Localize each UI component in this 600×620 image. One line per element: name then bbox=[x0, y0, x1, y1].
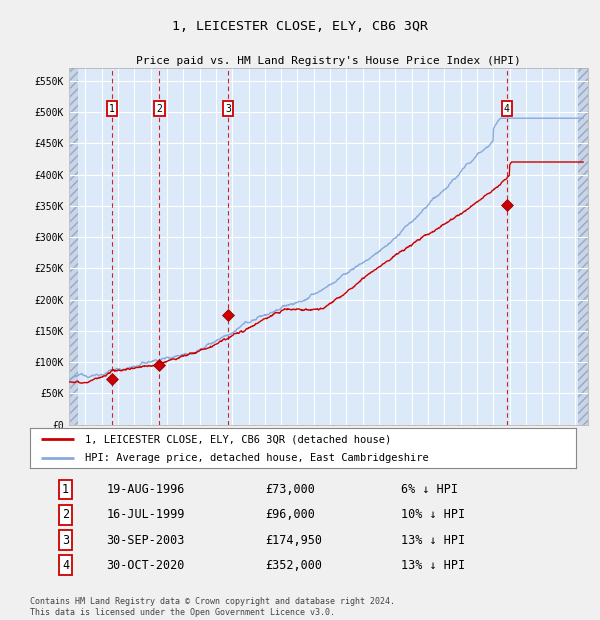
Text: 30-OCT-2020: 30-OCT-2020 bbox=[106, 559, 185, 572]
Text: 3: 3 bbox=[225, 104, 231, 114]
Text: 1: 1 bbox=[62, 483, 69, 496]
Text: 13% ↓ HPI: 13% ↓ HPI bbox=[401, 534, 466, 546]
Title: Price paid vs. HM Land Registry's House Price Index (HPI): Price paid vs. HM Land Registry's House … bbox=[136, 56, 521, 66]
Text: 4: 4 bbox=[504, 104, 510, 114]
Text: 13% ↓ HPI: 13% ↓ HPI bbox=[401, 559, 466, 572]
Text: 3: 3 bbox=[62, 534, 69, 546]
Text: 10% ↓ HPI: 10% ↓ HPI bbox=[401, 508, 466, 521]
Text: £96,000: £96,000 bbox=[265, 508, 314, 521]
Text: HPI: Average price, detached house, East Cambridgeshire: HPI: Average price, detached house, East… bbox=[85, 453, 428, 463]
Text: 16-JUL-1999: 16-JUL-1999 bbox=[106, 508, 185, 521]
Bar bbox=[69, 68, 78, 425]
Text: 30-SEP-2003: 30-SEP-2003 bbox=[106, 534, 185, 546]
Text: 4: 4 bbox=[62, 559, 69, 572]
Text: 1: 1 bbox=[109, 104, 115, 114]
Text: 2: 2 bbox=[157, 104, 163, 114]
Text: Contains HM Land Registry data © Crown copyright and database right 2024.
This d: Contains HM Land Registry data © Crown c… bbox=[30, 598, 395, 617]
Text: £352,000: £352,000 bbox=[265, 559, 322, 572]
Text: £174,950: £174,950 bbox=[265, 534, 322, 546]
Text: £73,000: £73,000 bbox=[265, 483, 314, 496]
Text: 19-AUG-1996: 19-AUG-1996 bbox=[106, 483, 185, 496]
Text: 2: 2 bbox=[62, 508, 69, 521]
Text: 1, LEICESTER CLOSE, ELY, CB6 3QR: 1, LEICESTER CLOSE, ELY, CB6 3QR bbox=[172, 20, 428, 33]
Text: 6% ↓ HPI: 6% ↓ HPI bbox=[401, 483, 458, 496]
Text: 1, LEICESTER CLOSE, ELY, CB6 3QR (detached house): 1, LEICESTER CLOSE, ELY, CB6 3QR (detach… bbox=[85, 434, 391, 444]
Bar bbox=[578, 68, 588, 425]
